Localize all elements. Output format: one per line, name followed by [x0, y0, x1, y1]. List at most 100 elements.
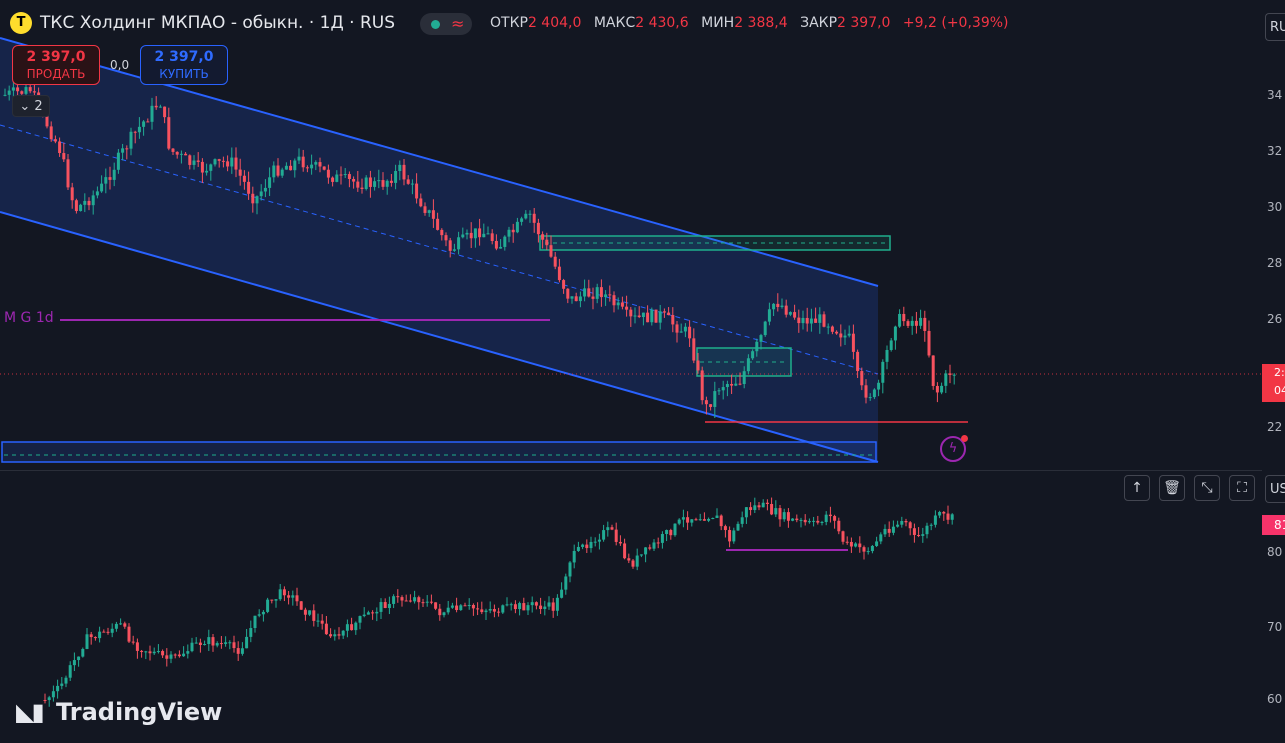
- indicator-candle-body: [194, 642, 198, 644]
- tradingview-mark-icon: ◣▮: [16, 698, 45, 726]
- indicator-candle-body: [240, 648, 244, 654]
- price-candle-body: [121, 148, 125, 153]
- indicator-candle-body: [547, 602, 551, 607]
- price-candle-body: [906, 321, 910, 326]
- indicator-candle-body: [299, 601, 303, 610]
- indicator-candle-body: [778, 508, 782, 520]
- sell-button[interactable]: 2 397,0 ПРОДАТЬ: [12, 45, 100, 85]
- indicator-candle-body: [879, 534, 883, 542]
- indicator-candle-body: [85, 634, 89, 649]
- price-candle-body: [272, 165, 276, 178]
- demand-zone[interactable]: [1, 441, 877, 463]
- price-axis-tick: 32: [1267, 144, 1283, 158]
- indicator-candle-body: [875, 541, 879, 546]
- indicator-candle-body: [887, 528, 891, 533]
- price-candle-body: [415, 183, 419, 199]
- price-candle-body: [860, 371, 864, 386]
- delete-icon[interactable]: 🗑: [1159, 475, 1185, 501]
- indicator-candle-body: [631, 560, 635, 567]
- price-candle-body: [524, 213, 528, 219]
- price-candle-body: [574, 296, 578, 302]
- indicators-collapse-button[interactable]: ⌄ 2: [12, 95, 50, 117]
- price-candle-body: [385, 180, 389, 187]
- price-candle-body: [146, 121, 150, 123]
- indicator-candle-body: [891, 526, 895, 533]
- indicator-candle-body: [795, 518, 799, 521]
- price-axis-tick: 34: [1267, 88, 1283, 102]
- price-candle-body: [133, 131, 137, 133]
- price-candle-body: [688, 326, 692, 339]
- price-candle-body: [641, 312, 645, 318]
- price-candle-body: [692, 338, 696, 361]
- price-candle-body: [49, 126, 53, 140]
- indicator-candle-body: [161, 651, 165, 656]
- indicator-candle-body: [442, 612, 446, 616]
- price-candle-body: [742, 371, 746, 385]
- indicator-candle-body: [765, 502, 769, 504]
- price-candle-body: [356, 181, 360, 188]
- symbol-search-button[interactable]: RU: [1265, 13, 1285, 41]
- price-candle-body: [557, 266, 561, 281]
- price-candle-body: [79, 204, 83, 212]
- collapse-icon[interactable]: ⤡: [1194, 475, 1220, 501]
- ohlc-close-value: 2 397,0: [837, 15, 891, 31]
- currency-button[interactable]: US: [1265, 475, 1285, 503]
- price-candle-body: [856, 351, 860, 372]
- price-candle-body: [423, 206, 427, 213]
- price-candle-body: [730, 384, 734, 386]
- price-candle-body: [381, 180, 385, 187]
- price-candle-body: [137, 126, 141, 133]
- price-candle-body: [427, 210, 431, 213]
- price-candle-body: [734, 383, 738, 386]
- price-axis-tick: 28: [1267, 256, 1283, 270]
- price-candle-body: [297, 156, 301, 161]
- price-candle-body: [389, 180, 393, 183]
- move-up-icon[interactable]: ↑: [1124, 475, 1150, 501]
- indicator-candle-body: [450, 605, 454, 608]
- indicator-candle-body: [329, 634, 333, 637]
- price-candle-body: [66, 159, 70, 188]
- indicator-candle-body: [484, 610, 488, 613]
- tradingview-logo[interactable]: ◣▮ TradingView: [16, 698, 222, 726]
- price-candle-body: [797, 317, 801, 324]
- price-candle-body: [662, 311, 666, 313]
- spread-value: 0,0: [110, 58, 130, 72]
- pane-divider[interactable]: [0, 470, 1262, 471]
- indicator-candle-body: [266, 599, 270, 612]
- indicator-candle-body: [572, 550, 576, 563]
- price-candle-body: [314, 162, 318, 165]
- indicator-candle-body: [320, 620, 324, 624]
- indicator-candle-body: [946, 513, 950, 520]
- price-candle-body: [322, 166, 326, 170]
- tradingview-wordmark: TradingView: [56, 698, 223, 726]
- buy-button[interactable]: 2 397,0 КУПИТЬ: [140, 45, 228, 85]
- indicator-candle-body: [933, 515, 937, 525]
- indicator-candle-body: [438, 608, 442, 616]
- market-status-pill[interactable]: ≈: [420, 13, 472, 35]
- symbol-title[interactable]: ТКС Холдинг МКПАО - обыкн. · 1Д · RUS: [40, 13, 396, 33]
- price-candle-body: [814, 318, 818, 323]
- alert-lightning-icon[interactable]: ϟ: [940, 435, 968, 462]
- price-candle-body: [570, 296, 574, 299]
- channel-mid-line: [0, 124, 879, 375]
- indicator-candle-body: [224, 642, 228, 644]
- indicator-candle-body: [358, 616, 362, 623]
- price-candle-body: [402, 164, 406, 180]
- price-candle-body: [188, 155, 192, 165]
- price-candle-body: [494, 240, 498, 249]
- price-candle-body: [192, 160, 196, 165]
- indicator-candle-body: [459, 605, 463, 611]
- last-price-tag: 2: 04: [1262, 364, 1285, 402]
- indicator-candle-body: [89, 634, 93, 638]
- maximize-icon[interactable]: ⛶: [1229, 475, 1255, 501]
- mg-label[interactable]: M G 1d: [4, 310, 54, 326]
- indicator-candle-body: [156, 651, 160, 653]
- price-candle-body: [209, 164, 213, 171]
- price-candle-body: [347, 174, 351, 180]
- indicator-candle-body: [883, 528, 887, 535]
- channel-lower-line[interactable]: [0, 211, 879, 463]
- price-candle-body: [251, 193, 255, 204]
- ohlc-low-label: МИН: [701, 15, 735, 31]
